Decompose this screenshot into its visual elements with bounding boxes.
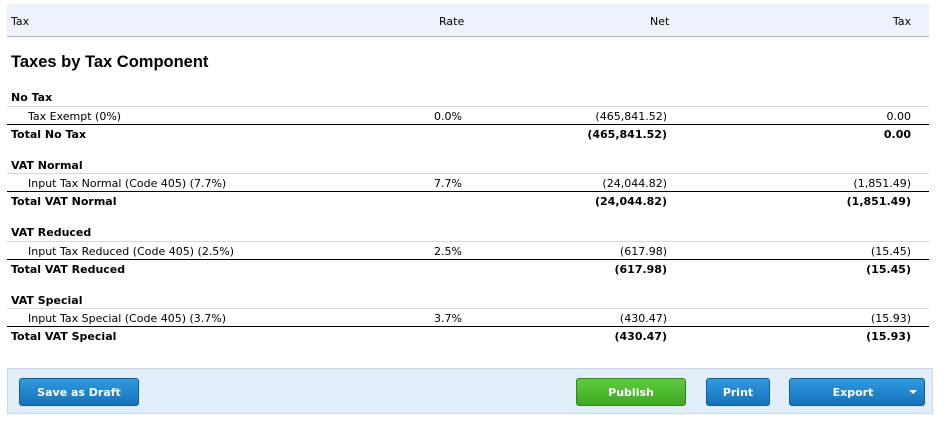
print-button[interactable]: Print — [706, 378, 770, 406]
save-as-draft-button[interactable]: Save as Draft — [19, 378, 139, 406]
total-tax: 0.00 — [883, 128, 911, 141]
row-rate: 7.7% — [434, 177, 462, 190]
total-name: Total VAT Normal — [11, 195, 117, 208]
row-tax: (1,851.49) — [853, 177, 911, 190]
row-net: (465,841.52) — [595, 110, 667, 123]
col-header-tax: Tax — [11, 15, 30, 28]
total-row: Total VAT Special (430.47) (15.93) — [7, 326, 929, 345]
print-label: Print — [722, 385, 754, 399]
group-title-no-tax: No Tax — [11, 91, 53, 104]
row-net: (617.98) — [619, 245, 667, 258]
section-title: Taxes by Tax Component — [11, 53, 209, 71]
row-net: (430.47) — [619, 312, 667, 325]
export-button[interactable]: Export — [789, 378, 925, 406]
table-row: Input Tax Special (Code 405) (3.7%) 3.7%… — [7, 308, 929, 326]
total-tax: (1,851.49) — [846, 195, 911, 208]
total-row: Total VAT Reduced (617.98) (15.45) — [7, 259, 929, 278]
export-label: Export — [832, 385, 874, 399]
group-title-vat-special: VAT Special — [11, 294, 83, 307]
row-rate: 2.5% — [434, 245, 462, 258]
table-row: Tax Exempt (0%) 0.0% (465,841.52) 0.00 — [7, 106, 929, 124]
group-title-vat-normal: VAT Normal — [11, 159, 83, 172]
row-net: (24,044.82) — [602, 177, 667, 190]
row-name: Input Tax Normal (Code 405) (7.7%) — [28, 177, 227, 190]
total-tax: (15.93) — [866, 330, 911, 343]
row-tax: (15.93) — [870, 312, 911, 325]
col-header-net: Net — [650, 15, 670, 28]
report-column-header: Tax Rate Net Tax — [7, 4, 929, 37]
save-as-draft-label: Save as Draft — [37, 385, 121, 399]
total-name: Total VAT Special — [11, 330, 117, 343]
row-tax: (15.45) — [870, 245, 911, 258]
table-row: Input Tax Normal (Code 405) (7.7%) 7.7% … — [7, 173, 929, 191]
total-net: (430.47) — [614, 330, 667, 343]
total-name: Total VAT Reduced — [11, 263, 126, 276]
group-title-vat-reduced: VAT Reduced — [11, 226, 92, 239]
col-header-rate: Rate — [439, 15, 465, 28]
chevron-down-icon[interactable] — [902, 379, 924, 405]
report-action-bar: Save as Draft Publish Print Export — [7, 368, 933, 414]
row-tax: 0.00 — [886, 110, 912, 123]
total-row: Total No Tax (465,841.52) 0.00 — [7, 124, 929, 143]
total-row: Total VAT Normal (24,044.82) (1,851.49) — [7, 191, 929, 210]
table-row: Input Tax Reduced (Code 405) (2.5%) 2.5%… — [7, 241, 929, 259]
total-name: Total No Tax — [11, 128, 87, 141]
row-rate: 3.7% — [434, 312, 462, 325]
row-name: Tax Exempt (0%) — [28, 110, 122, 123]
publish-label: Publish — [608, 385, 654, 399]
row-rate: 0.0% — [434, 110, 462, 123]
publish-button[interactable]: Publish — [576, 378, 686, 406]
total-net: (24,044.82) — [595, 195, 667, 208]
total-net: (465,841.52) — [587, 128, 667, 141]
row-name: Input Tax Special (Code 405) (3.7%) — [28, 312, 227, 325]
col-header-tax-amount: Tax — [892, 15, 911, 28]
row-name: Input Tax Reduced (Code 405) (2.5%) — [28, 245, 235, 258]
total-tax: (15.45) — [866, 263, 911, 276]
total-net: (617.98) — [614, 263, 667, 276]
